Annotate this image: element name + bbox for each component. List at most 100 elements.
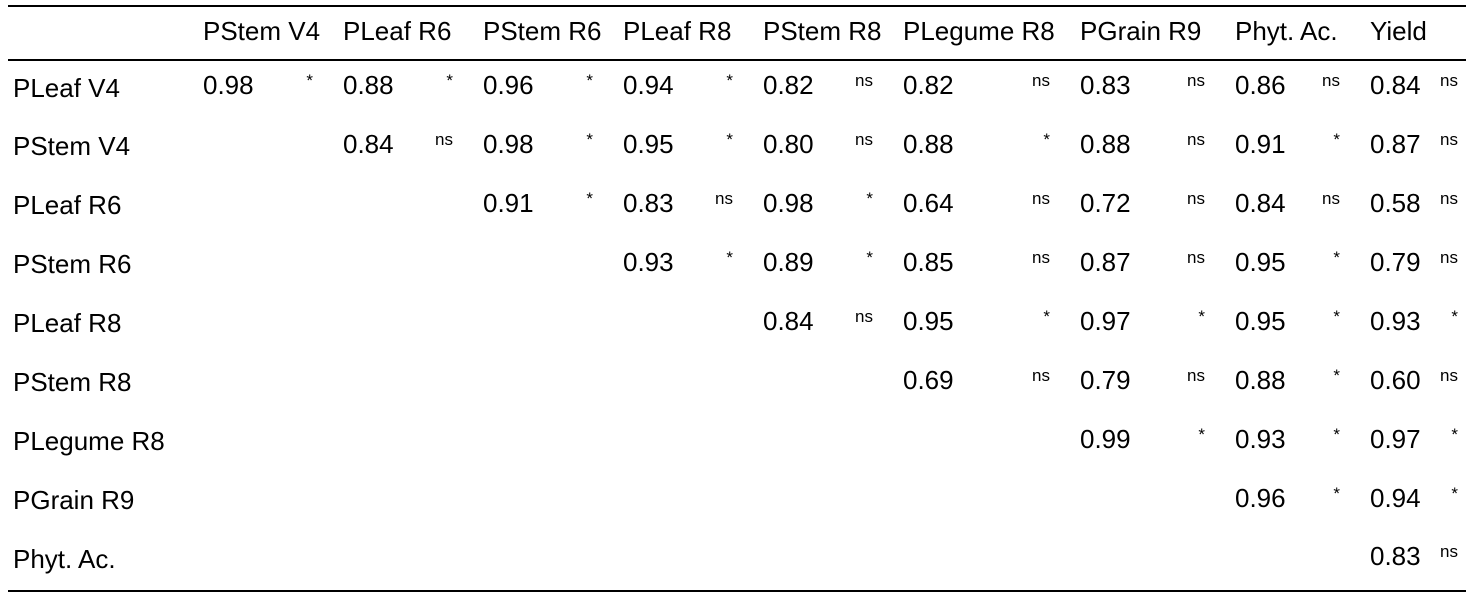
correlation-cell: 0.96 *: [483, 60, 623, 119]
empty-cell: [1080, 532, 1235, 591]
correlation-value: 0.88: [903, 128, 954, 159]
correlation-cell: 0.98 *: [763, 178, 903, 237]
significance-marker: *: [586, 71, 593, 91]
table-row: PLeaf R8 0.84 ns 0.95 * 0.97 * 0.95 * 0.93 *: [8, 296, 1466, 355]
correlation-cell: 0.86 ns: [1235, 60, 1370, 119]
correlation-cell-content: 0.97 *: [1080, 305, 1235, 337]
correlation-cell-content: 0.82 ns: [903, 70, 1080, 101]
significance-marker: ns: [1440, 188, 1458, 208]
empty-cell: [483, 532, 623, 591]
correlation-cell: 0.94 *: [1370, 473, 1466, 532]
corner-cell: [8, 6, 203, 60]
table-row: PLegume R8 0.99 * 0.93 * 0.97 *: [8, 414, 1466, 473]
row-label-text: PStem R6: [13, 249, 132, 279]
correlation-cell: 0.87 ns: [1370, 119, 1466, 178]
empty-cell: [203, 178, 343, 237]
significance-marker: *: [1333, 306, 1340, 326]
table-row: PGrain R9 0.96 * 0.94 *: [8, 473, 1466, 532]
empty-cell: [763, 414, 903, 473]
significance-marker: ns: [715, 188, 733, 208]
empty-cell: [343, 178, 483, 237]
table-row: PStem V4 0.84 ns 0.98 * 0.95 * 0.80 ns 0.88 * 0.88 n…: [8, 119, 1466, 178]
correlation-cell: 0.94 *: [623, 60, 763, 119]
correlation-value: 0.93: [1370, 305, 1421, 336]
significance-marker: ns: [1187, 71, 1205, 91]
correlation-cell-content: 0.98 *: [763, 188, 903, 219]
correlation-cell-content: 0.88 *: [343, 70, 483, 101]
header-row: PStem V4 PLeaf R6 PStem R6 PLeaf R8 PStem R8…: [8, 6, 1466, 60]
correlation-value: 0.84: [343, 128, 394, 159]
column-header-label: PLegume R8: [903, 15, 1055, 46]
correlation-cell: 0.99 *: [1080, 414, 1235, 473]
correlation-cell: 0.93 *: [1370, 296, 1466, 355]
row-label-text: PStem R8: [13, 367, 132, 397]
significance-marker: *: [1043, 306, 1050, 326]
significance-marker: ns: [1322, 71, 1340, 91]
empty-cell: [763, 532, 903, 591]
correlation-cell-content: 0.95 *: [1235, 247, 1370, 278]
row-label: PStem R6: [8, 237, 203, 296]
table-row: PStem R6 0.93 * 0.89 * 0.85 ns 0.87 ns 0.95 * 0.79 n…: [8, 237, 1466, 296]
row-label: PLeaf R6: [8, 178, 203, 237]
column-header: PStem R6: [483, 6, 623, 60]
correlation-cell: 0.58 ns: [1370, 178, 1466, 237]
correlation-cell: 0.64 ns: [903, 178, 1080, 237]
row-label-text: Phyt. Ac.: [13, 543, 116, 574]
significance-marker: ns: [1440, 129, 1458, 149]
empty-cell: [483, 237, 623, 296]
significance-marker: ns: [855, 306, 873, 326]
significance-marker: *: [1333, 129, 1340, 149]
correlation-cell: 0.95 *: [1235, 296, 1370, 355]
correlation-cell: 0.98 *: [203, 60, 343, 119]
correlation-value: 0.86: [1235, 70, 1286, 101]
empty-cell: [343, 355, 483, 414]
correlation-cell-content: 0.88 *: [903, 128, 1080, 160]
correlation-value: 0.64: [903, 187, 954, 218]
correlation-cell: 0.95 *: [623, 119, 763, 178]
correlation-value: 0.83: [1080, 70, 1131, 101]
correlation-value: 0.88: [1235, 364, 1286, 395]
correlation-cell-content: 0.83 ns: [623, 188, 763, 219]
correlation-cell-content: 0.60 ns: [1370, 364, 1466, 396]
correlation-cell: 0.83 ns: [623, 178, 763, 237]
correlation-value: 0.79: [1080, 364, 1131, 395]
significance-marker: *: [726, 247, 733, 267]
empty-cell: [483, 414, 623, 473]
table-row: Phyt. Ac. 0.83 ns: [8, 532, 1466, 591]
correlation-cell-content: 0.88 ns: [1080, 129, 1235, 160]
column-header: Yield: [1370, 6, 1466, 60]
table-body: PLeaf V4 0.98 * 0.88 * 0.96 * 0.94 * 0.82 ns 0.82 ns…: [8, 60, 1466, 591]
column-header-label: Yield: [1370, 15, 1427, 46]
row-label-text: PStem V4: [13, 131, 131, 161]
correlation-value: 0.58: [1370, 187, 1421, 218]
correlation-value: 0.72: [1080, 187, 1131, 218]
correlation-cell: 0.96 *: [1235, 473, 1370, 532]
correlation-cell: 0.84 ns: [343, 119, 483, 178]
correlation-cell-content: 0.95 *: [1235, 306, 1370, 337]
significance-marker: ns: [1187, 188, 1205, 208]
correlation-cell-content: 0.94 *: [1370, 483, 1466, 514]
correlation-cell-content: 0.83 ns: [1370, 541, 1466, 572]
empty-cell: [623, 414, 763, 473]
significance-marker: *: [1198, 306, 1205, 326]
row-label-text: PLeaf V4: [13, 72, 120, 103]
correlation-cell: 0.84 ns: [1370, 60, 1466, 119]
correlation-cell-content: 0.83 ns: [1080, 70, 1235, 101]
correlation-cell-content: 0.79 ns: [1370, 247, 1466, 278]
empty-cell: [903, 532, 1080, 591]
correlation-cell: 0.85 ns: [903, 237, 1080, 296]
correlation-value: 0.95: [903, 305, 954, 336]
correlation-cell-content: 0.84 ns: [1370, 70, 1466, 101]
significance-marker: *: [586, 188, 593, 208]
empty-cell: [1235, 532, 1370, 591]
significance-marker: *: [1333, 483, 1340, 503]
correlation-cell: 0.84 ns: [763, 296, 903, 355]
correlation-cell: 0.88 *: [343, 60, 483, 119]
correlation-value: 0.60: [1370, 364, 1421, 395]
row-label: PStem R8: [8, 355, 203, 414]
correlation-value: 0.97: [1080, 305, 1131, 336]
correlation-cell: 0.93 *: [623, 237, 763, 296]
row-label: PGrain R9: [8, 473, 203, 532]
empty-cell: [343, 237, 483, 296]
